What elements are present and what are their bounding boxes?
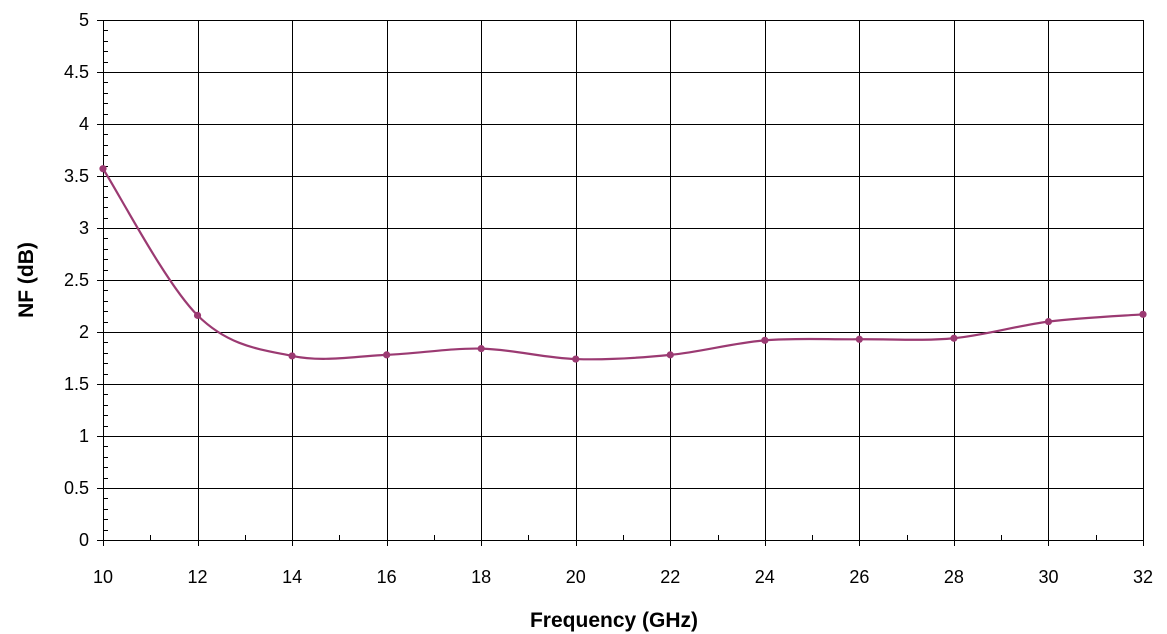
y-tick-label: 2.5	[64, 270, 89, 290]
x-tick-label: 32	[1133, 567, 1153, 587]
axes	[97, 20, 1144, 546]
grid	[103, 20, 1144, 540]
data-point	[288, 352, 296, 360]
x-tick-label: 12	[188, 567, 208, 587]
x-tick-label: 14	[282, 567, 302, 587]
data-point	[572, 355, 580, 363]
x-tick-label: 26	[849, 567, 869, 587]
data-point	[383, 351, 391, 359]
y-tick-label: 0	[79, 530, 89, 550]
x-tick-label: 18	[471, 567, 491, 587]
y-tick-label: 3.5	[64, 166, 89, 186]
x-tick-label: 28	[944, 567, 964, 587]
data-point	[950, 334, 958, 342]
data-point	[477, 345, 485, 353]
series	[99, 165, 1147, 363]
data-point	[1139, 310, 1147, 318]
series-line	[102, 168, 1144, 361]
y-tick-label: 4.5	[64, 62, 89, 82]
data-point	[761, 336, 769, 344]
tick-labels: 0 0.5 1 1.5 2 2.5 3 3.5 4 4.5 5 10 12 14 16 18 20 22 24 26 2…	[64, 10, 1153, 587]
y-axis-title: NF (dB)	[15, 242, 38, 318]
x-tick-label: 22	[660, 567, 680, 587]
data-point	[193, 311, 202, 319]
data-point	[855, 335, 863, 343]
data-point	[1044, 318, 1053, 326]
y-tick-label: 4	[79, 114, 89, 134]
x-tick-label: 20	[566, 567, 586, 587]
data-point	[666, 351, 674, 359]
x-tick-label: 24	[755, 567, 775, 587]
y-tick-label: 2	[79, 322, 89, 342]
x-tick-label: 16	[377, 567, 397, 587]
y-tick-label: 5	[79, 10, 89, 30]
x-tick-label: 10	[93, 567, 113, 587]
y-tick-label: 0.5	[64, 478, 89, 498]
y-tick-label: 1.5	[64, 374, 89, 394]
y-tick-label: 3	[79, 218, 89, 238]
y-tick-label: 1	[79, 426, 89, 446]
x-tick-label: 30	[1038, 567, 1058, 587]
data-point	[99, 165, 107, 173]
x-axis-title: Frequency (GHz)	[530, 609, 698, 632]
